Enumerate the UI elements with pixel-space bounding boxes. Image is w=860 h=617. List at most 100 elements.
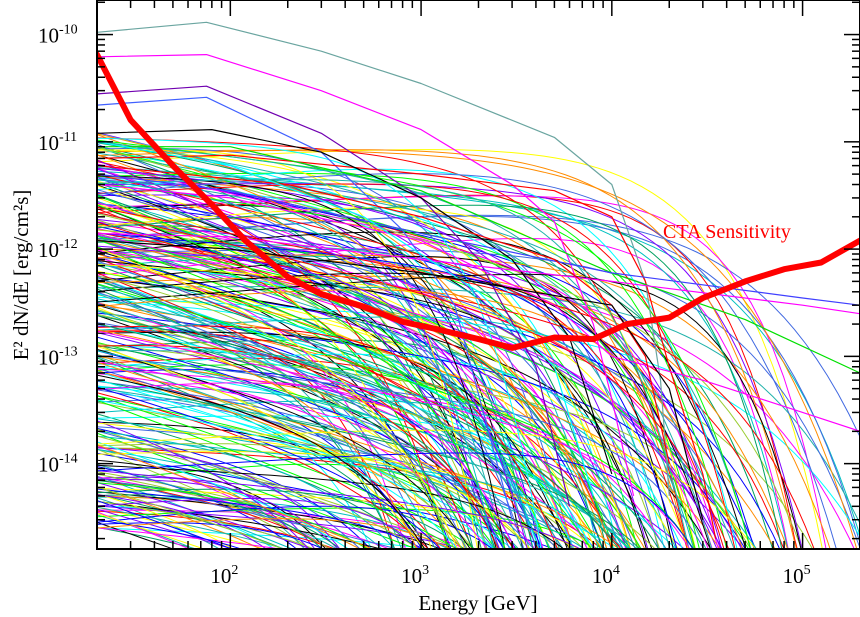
background-spectrum-line (97, 310, 630, 549)
spectrum-line (97, 54, 635, 497)
sensitivity-curve (97, 51, 860, 351)
background-spectrum-line (97, 275, 695, 549)
background-spectrum-line (97, 435, 607, 549)
background-spectrum-line (97, 194, 604, 549)
spectrum-line (97, 183, 860, 432)
background-spectrum-line (97, 505, 463, 549)
background-spectrum-line (97, 255, 674, 549)
background-spectrum-line (97, 283, 695, 549)
background-spectrum-line (97, 395, 476, 549)
background-spectrum-line (97, 505, 275, 549)
background-spectrum-line (97, 179, 505, 549)
background-spectrum-line (97, 221, 855, 549)
background-spectrum-line (97, 272, 515, 549)
sensitivity-layer (97, 51, 860, 351)
x-tick-label: 102 (210, 563, 238, 588)
background-spectrum-line (97, 207, 697, 549)
spectrum-line (97, 96, 513, 520)
background-spectrum-line (97, 501, 383, 549)
background-spectrum-line (97, 134, 614, 549)
background-spectrum-line (97, 204, 783, 549)
background-spectrum-line (97, 478, 339, 549)
background-spectrum-line (97, 195, 758, 549)
background-spectrum-line (97, 256, 406, 549)
background-spectrum-line (97, 486, 262, 549)
y-tick-label: 10-12 (38, 237, 78, 262)
background-spectrum-line (97, 233, 709, 549)
background-spectrum-line (97, 382, 516, 549)
background-spectrum-line (97, 448, 383, 549)
spectrum-line (97, 173, 860, 306)
background-spectrum-line (97, 498, 421, 549)
background-spectrum-line (97, 165, 860, 536)
background-spectrum-line (97, 247, 459, 549)
background-spectrum-line (97, 486, 284, 549)
background-spectrum-line (97, 477, 400, 549)
spectrum-line (97, 146, 860, 374)
background-spectrum-line (97, 374, 426, 549)
y-tick-label: 10-13 (38, 344, 78, 369)
background-spectrum-line (97, 225, 537, 549)
background-spectrum-line (97, 448, 306, 549)
background-spectrum-line (97, 350, 524, 549)
background-spectrum-line (97, 263, 814, 549)
background-spectrum-line (97, 329, 418, 549)
background-spectrum-line (97, 345, 425, 549)
background-spectrum-line (97, 254, 636, 549)
background-spectrum-line (97, 291, 467, 549)
background-spectrum-line (97, 137, 689, 549)
background-spectrum-line (97, 140, 735, 549)
background-spectrum-line (97, 432, 418, 549)
background-spectrum-line (97, 386, 441, 549)
background-spectrum-line (97, 168, 738, 549)
background-spectrum-line (97, 420, 310, 549)
y-tick-label: 10-11 (38, 130, 77, 155)
background-spectrum-line (97, 418, 586, 549)
background-spectrum-line (97, 204, 506, 549)
background-spectrum-line (97, 275, 455, 549)
background-spectrum-line (97, 179, 690, 549)
background-spectrum-line (97, 443, 463, 549)
background-spectrum-line (97, 444, 374, 549)
background-spectrum-line (97, 491, 443, 549)
background-spectrum-line (97, 429, 757, 549)
background-spectrum-line (97, 399, 459, 549)
background-spectrum-line (97, 422, 531, 549)
background-spectrum-line (97, 149, 798, 549)
y-tick-label: 10-14 (38, 452, 78, 477)
background-spectrum-line (97, 464, 565, 549)
background-spectrum-line (97, 441, 350, 549)
background-spectrum-line (97, 273, 802, 549)
background-spectrum-line (97, 289, 744, 549)
background-spectrum-line (97, 369, 516, 549)
background-spectrum-line (97, 296, 860, 537)
spectrum-line (97, 165, 670, 464)
background-spectrum-line (97, 264, 660, 549)
background-spectrum-line (97, 147, 572, 549)
background-spectrum-line (97, 421, 429, 549)
background-spectrum-line (97, 518, 452, 549)
x-tick-label: 105 (783, 563, 811, 588)
background-spectrum-line (97, 426, 558, 549)
background-spectrum-line (97, 494, 267, 549)
background-spectrum-line (97, 527, 285, 549)
background-spectrum-line (97, 142, 713, 549)
background-spectrum-line (97, 137, 542, 549)
background-spectrum-line (97, 451, 596, 549)
background-spectrum-line (97, 505, 494, 549)
background-spectrum-line (97, 385, 372, 549)
background-spectrum-line (97, 507, 600, 549)
spectrum-line (97, 21, 670, 496)
background-spectrum-line (97, 360, 488, 549)
background-spectrum-line (97, 292, 575, 549)
background-spectrum-line (97, 521, 175, 549)
x-tick-label: 103 (401, 563, 429, 588)
background-spectrum-line (97, 189, 525, 549)
y-axis-label: E² dN/dE [erg/cm²s] (9, 190, 33, 361)
background-spectrum-line (97, 495, 361, 549)
background-spectrum-line (97, 464, 339, 549)
background-spectrum-line (97, 473, 332, 549)
background-spectrum-line (97, 308, 656, 549)
background-spectrum-line (97, 480, 342, 549)
